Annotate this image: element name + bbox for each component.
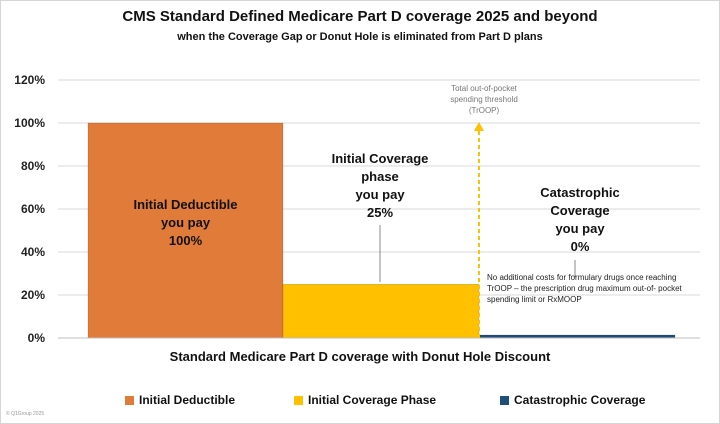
legend-item-initial-deductible: Initial Deductible: [125, 393, 235, 407]
x-axis-label: Standard Medicare Part D coverage with D…: [169, 349, 551, 364]
legend-swatch-catastrophic: [500, 395, 509, 405]
chart-title: CMS Standard Defined Medicare Part D cov…: [122, 8, 598, 25]
bar-label-catastrophic: Catastrophic Coverage you pay 0%: [540, 185, 620, 254]
troop-annotation: Total out-of-pocket spending threshold (…: [450, 84, 518, 115]
bar-initial-deductible: [87, 122, 284, 339]
catastrophic-note: No additional costs for formulary drugs …: [487, 273, 682, 304]
legend-label: Initial Coverage Phase: [308, 393, 437, 407]
chart-subtitle: when the Coverage Gap or Donut Hole is e…: [177, 31, 543, 43]
troop-arrow-icon: [474, 122, 484, 131]
legend-item-catastrophic: Catastrophic Coverage: [500, 393, 645, 407]
bar-initial-coverage-phase: [282, 284, 480, 339]
y-tick-label: 100%: [14, 116, 45, 130]
legend: Initial Deductible Initial Coverage Phas…: [0, 393, 720, 409]
y-tick-label: 60%: [21, 202, 45, 216]
bar-label-initial-coverage: Initial Coverage phase you pay 25%: [331, 151, 429, 220]
legend-item-initial-coverage: Initial Coverage Phase: [294, 393, 436, 407]
y-tick-label: 20%: [21, 288, 45, 302]
y-tick-label: 80%: [21, 159, 45, 173]
legend-swatch-initial-deductible: [125, 395, 134, 405]
legend-label: Initial Deductible: [139, 393, 236, 407]
legend-swatch-initial-coverage: [294, 395, 303, 405]
bar-label-initial-deductible: Initial Deductible you pay 100%: [133, 197, 238, 248]
y-tick-label: 120%: [14, 73, 45, 87]
y-tick-label: 0%: [28, 331, 46, 345]
watermark: © Q1Group 2025: [6, 411, 45, 417]
legend-label: Catastrophic Coverage: [514, 393, 646, 407]
y-tick-label: 40%: [21, 245, 45, 259]
